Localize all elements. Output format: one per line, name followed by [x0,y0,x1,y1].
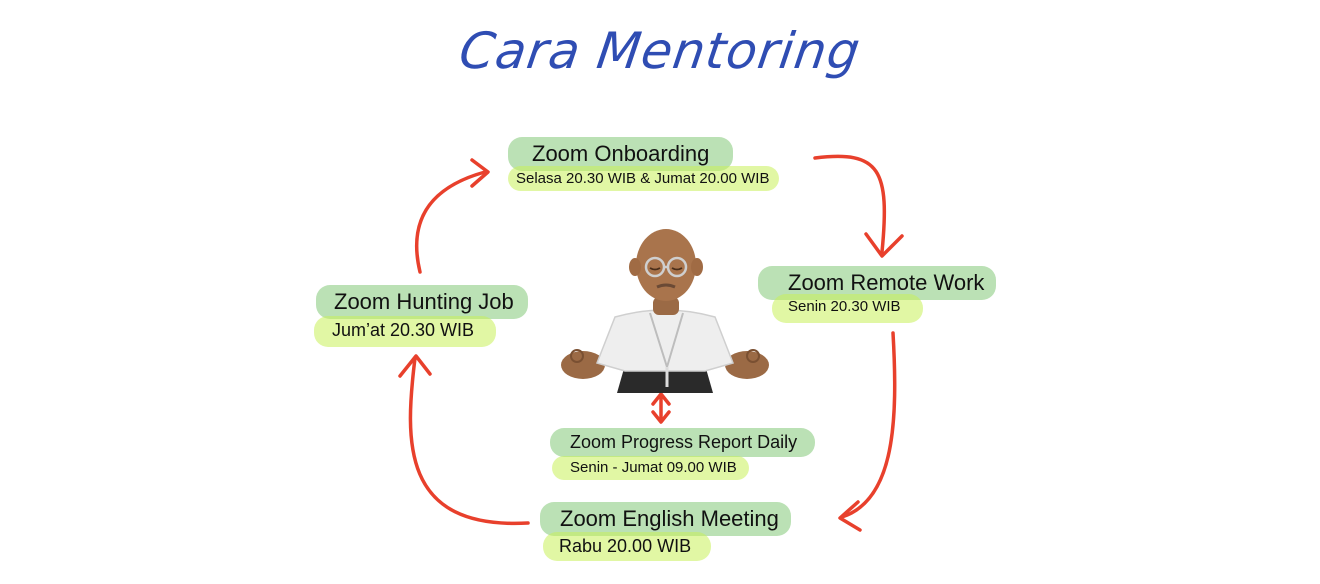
onboarding-schedule-text: Selasa 20.30 WIB & Jumat 20.00 WIB [516,170,770,187]
arrowhead-onboarding-to-remote [864,232,904,258]
node-progress-report-schedule: Senin - Jumat 09.00 WIB [552,456,749,480]
node-english-meeting-schedule: Rabu 20.00 WIB [543,532,712,561]
node-english-meeting-label: Zoom English Meeting [540,502,791,536]
english-meeting-schedule-text: Rabu 20.00 WIB [559,536,692,556]
arrowhead-mentor-progress-up [651,392,671,406]
progress-report-schedule-text: Senin - Jumat 09.00 WIB [570,459,737,476]
arrowhead-english-to-hunting [398,354,432,378]
hunting-job-schedule-text: Jum’at 20.30 WIB [332,320,475,340]
english-meeting-label-text: Zoom English Meeting [560,506,779,531]
progress-report-label-text: Zoom Progress Report Daily [570,432,798,452]
node-remote-work-schedule: Senin 20.30 WIB [772,294,923,323]
node-onboarding-label: Zoom Onboarding [508,137,734,171]
arrowhead-hunting-to-onboarding [470,158,490,188]
remote-work-label-text: Zoom Remote Work [788,270,985,295]
onboarding-label-text: Zoom Onboarding [532,141,710,166]
node-progress-report-label: Zoom Progress Report Daily [550,428,816,457]
meditating-mentor-avatar-icon [561,229,769,393]
arrow-english-to-hunting [408,356,530,526]
node-hunting-job-schedule: Jum’at 20.30 WIB [314,316,497,347]
arrowhead-remote-to-english [838,500,862,532]
remote-work-schedule-text: Senin 20.30 WIB [788,298,901,315]
node-hunting-job-label: Zoom Hunting Job [316,285,528,319]
arrow-onboarding-to-remote [813,154,887,254]
arrow-remote-to-english [840,331,897,519]
node-onboarding-schedule: Selasa 20.30 WIB & Jumat 20.00 WIB [508,166,780,191]
arrowhead-mentor-progress-down [651,410,671,424]
hunting-job-label-text: Zoom Hunting Job [334,289,514,314]
arrow-hunting-to-onboarding [414,170,487,274]
